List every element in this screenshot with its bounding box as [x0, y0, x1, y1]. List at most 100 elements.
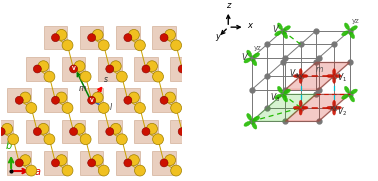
Circle shape	[74, 123, 85, 134]
Circle shape	[2, 123, 12, 134]
Ellipse shape	[299, 69, 302, 75]
Text: yz: yz	[254, 45, 261, 51]
Polygon shape	[116, 26, 139, 49]
Circle shape	[98, 165, 109, 176]
Ellipse shape	[247, 113, 252, 120]
Ellipse shape	[252, 122, 257, 129]
Ellipse shape	[275, 31, 282, 36]
Polygon shape	[170, 57, 194, 81]
Polygon shape	[26, 120, 49, 143]
Ellipse shape	[253, 53, 260, 58]
Circle shape	[160, 159, 168, 167]
Circle shape	[56, 30, 67, 40]
Ellipse shape	[350, 32, 355, 39]
Circle shape	[165, 92, 175, 103]
Ellipse shape	[277, 23, 282, 30]
Polygon shape	[8, 89, 31, 112]
Circle shape	[62, 40, 73, 51]
Circle shape	[15, 159, 23, 167]
Ellipse shape	[333, 100, 336, 107]
Polygon shape	[98, 57, 122, 81]
Ellipse shape	[293, 106, 300, 109]
Polygon shape	[62, 57, 85, 81]
Polygon shape	[26, 57, 49, 81]
Ellipse shape	[335, 75, 342, 77]
Circle shape	[153, 134, 163, 145]
Circle shape	[92, 30, 103, 40]
Polygon shape	[80, 89, 104, 112]
Circle shape	[15, 96, 23, 104]
Circle shape	[38, 61, 49, 72]
Circle shape	[26, 165, 37, 176]
Text: b: b	[5, 141, 12, 151]
Text: xy: xy	[296, 73, 304, 79]
Ellipse shape	[299, 109, 302, 115]
Circle shape	[88, 34, 96, 42]
Polygon shape	[8, 151, 31, 175]
Polygon shape	[98, 120, 122, 143]
Text: $V_3$: $V_3$	[270, 91, 280, 104]
Circle shape	[160, 34, 168, 42]
Circle shape	[116, 71, 127, 82]
Circle shape	[116, 134, 127, 145]
Ellipse shape	[351, 26, 357, 31]
Polygon shape	[44, 26, 67, 49]
Circle shape	[44, 134, 55, 145]
Circle shape	[80, 134, 91, 145]
Ellipse shape	[335, 106, 342, 109]
Circle shape	[38, 123, 49, 134]
Circle shape	[135, 165, 146, 176]
Circle shape	[80, 71, 91, 82]
Text: V: V	[72, 66, 76, 71]
Circle shape	[56, 92, 67, 103]
Ellipse shape	[247, 50, 252, 57]
Text: $V$: $V$	[272, 24, 280, 34]
Text: x: x	[247, 21, 252, 30]
Ellipse shape	[344, 23, 349, 30]
Text: V: V	[90, 98, 93, 103]
Circle shape	[171, 165, 181, 176]
Circle shape	[74, 61, 85, 72]
Ellipse shape	[302, 75, 308, 77]
Polygon shape	[44, 151, 67, 175]
Circle shape	[135, 102, 146, 113]
Circle shape	[51, 34, 59, 42]
Text: l: l	[110, 103, 112, 112]
Text: $V_2$: $V_2$	[338, 106, 347, 119]
Polygon shape	[62, 120, 85, 143]
Ellipse shape	[333, 77, 336, 83]
Circle shape	[165, 30, 175, 40]
Ellipse shape	[342, 31, 349, 36]
Polygon shape	[285, 94, 350, 121]
Circle shape	[56, 155, 67, 166]
Circle shape	[178, 128, 186, 136]
Polygon shape	[152, 26, 176, 49]
Polygon shape	[134, 120, 158, 143]
Ellipse shape	[284, 26, 290, 31]
Text: m: m	[316, 65, 323, 74]
Ellipse shape	[327, 106, 333, 109]
Ellipse shape	[299, 77, 302, 83]
Polygon shape	[116, 89, 139, 112]
Circle shape	[98, 102, 109, 113]
Ellipse shape	[253, 116, 260, 121]
Circle shape	[26, 102, 37, 113]
Polygon shape	[285, 62, 350, 90]
Circle shape	[135, 40, 146, 51]
Circle shape	[62, 165, 73, 176]
Ellipse shape	[302, 106, 308, 109]
Text: $V$: $V$	[241, 51, 249, 62]
Circle shape	[106, 128, 114, 136]
Text: xy: xy	[330, 105, 338, 111]
Circle shape	[110, 123, 121, 134]
Text: z: z	[226, 1, 230, 10]
Text: $V_4$: $V_4$	[289, 67, 299, 80]
Ellipse shape	[244, 58, 251, 63]
Polygon shape	[152, 89, 176, 112]
Circle shape	[165, 155, 175, 166]
Polygon shape	[252, 94, 316, 121]
Circle shape	[142, 128, 150, 136]
Circle shape	[92, 92, 103, 103]
Circle shape	[124, 96, 132, 104]
Circle shape	[124, 34, 132, 42]
